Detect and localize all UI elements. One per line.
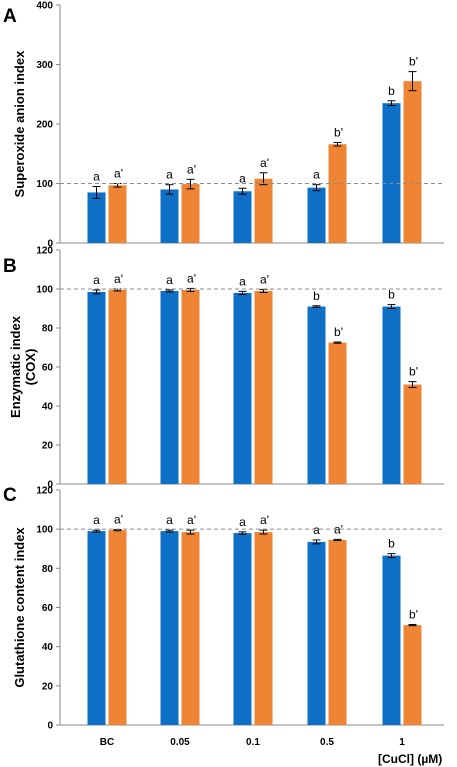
bar-series1-0.1 [233,292,252,484]
significance-label: a' [114,167,123,181]
bar-series2-0.1 [254,290,273,484]
x-tick-label: BC [100,737,114,748]
significance-label: a [93,513,100,527]
bar-series1-1 [382,103,401,243]
y-axis-label-line: Enzymatic index [8,315,23,418]
bar-series1-0.1 [233,191,252,243]
bar-series1-1 [382,306,401,484]
y-tick-label: 100 [36,285,53,296]
bar-series1-0.05 [160,189,179,243]
significance-label: b [388,84,395,98]
significance-label: b' [409,55,418,69]
bar-series1-BC [87,531,106,725]
significance-label: a [166,513,173,527]
bar-series1-BC [87,192,106,243]
significance-label: a [166,273,173,287]
bar-series2-BC [108,289,127,484]
significance-label: a' [187,162,196,176]
bar-series2-0.05 [181,184,200,243]
x-tick-label: 0.05 [170,737,190,748]
significance-label: b' [334,125,343,139]
y-tick-label: 120 [36,486,53,497]
bar-series1-0.5 [307,306,326,484]
y-tick-label: 0 [47,721,53,732]
significance-label: a' [114,272,123,286]
significance-label: b [388,288,395,302]
y-tick-label: 40 [42,402,54,413]
y-tick-label: 100 [36,525,53,536]
significance-label: b' [409,608,418,622]
y-tick-label: 20 [42,681,54,692]
bar-series2-BC [108,530,127,725]
significance-label: a' [260,513,269,527]
bar-series2-0.05 [181,532,200,725]
significance-label: a' [260,272,269,286]
y-tick-label: 60 [42,603,54,614]
bar-series2-1 [403,625,422,725]
y-axis-label: Superoxide anion index [12,50,27,197]
y-tick-label: 300 [36,60,53,71]
significance-label: b' [334,325,343,339]
significance-label: a [93,169,100,183]
significance-label: a [93,273,100,287]
bar-series2-BC [108,185,127,243]
significance-label: a [239,515,246,529]
bar-series2-1 [403,384,422,484]
significance-label: a [313,168,320,182]
x-tick-label: 0.5 [320,737,334,748]
y-axis-label: Enzymatic index(COX) [8,315,38,418]
significance-label: b [313,289,320,303]
significance-label: a' [114,513,123,527]
significance-label: a' [260,156,269,170]
bar-series1-0.1 [233,533,252,725]
bar-series1-BC [87,291,106,484]
y-tick-label: 80 [42,564,54,575]
bar-series2-1 [403,81,422,243]
y-axis-label-line: (COX) [23,349,38,386]
y-tick-label: 400 [36,1,53,12]
y-tick-label: 0 [47,239,53,250]
bar-series2-0.5 [328,144,347,243]
y-tick-label: 120 [36,246,53,257]
bar-series1-0.5 [307,187,326,243]
x-tick-label: 1 [399,737,405,748]
significance-label: a [239,274,246,288]
y-axis-label: Glutathione content index [12,527,27,688]
significance-label: a [239,171,246,185]
bar-series1-0.05 [160,531,179,725]
bar-series2-0.1 [254,178,273,243]
panel-b: B 0 20 40 60 80 100 120 Enzymatic index(COX) a a a b… [3,246,444,491]
bar-series2-0.5 [328,539,347,725]
x-tick-label: 0.1 [246,737,260,748]
bar-series2-0.1 [254,532,273,725]
panel-letter: A [3,6,17,27]
bar-series2-0.05 [181,289,200,484]
bar-series1-1 [382,555,401,725]
bar-series2-0.5 [328,342,347,484]
x-axis-label: [CuCl] (µM) [378,752,442,766]
y-tick-label: 60 [42,363,54,374]
y-tick-label: 40 [42,642,54,653]
significance-label: b' [409,365,418,379]
y-tick-label: 0 [47,480,53,491]
significance-label: a' [187,271,196,285]
y-tick-label: 20 [42,441,54,452]
significance-label: b [388,537,395,551]
y-tick-label: 100 [36,179,53,190]
significance-label: a' [187,513,196,527]
panel-c: C 0 20 40 60 80 100 120 Glutathione content inde… [3,485,444,748]
bar-series1-0.05 [160,290,179,484]
y-tick-label: 80 [42,324,54,335]
panel-letter: B [3,256,17,277]
significance-label: a [166,168,173,182]
panel-letter: C [3,485,17,506]
bar-series1-0.5 [307,541,326,725]
y-tick-label: 200 [36,120,53,131]
significance-label: a [313,523,320,537]
significance-label: a' [334,522,343,536]
